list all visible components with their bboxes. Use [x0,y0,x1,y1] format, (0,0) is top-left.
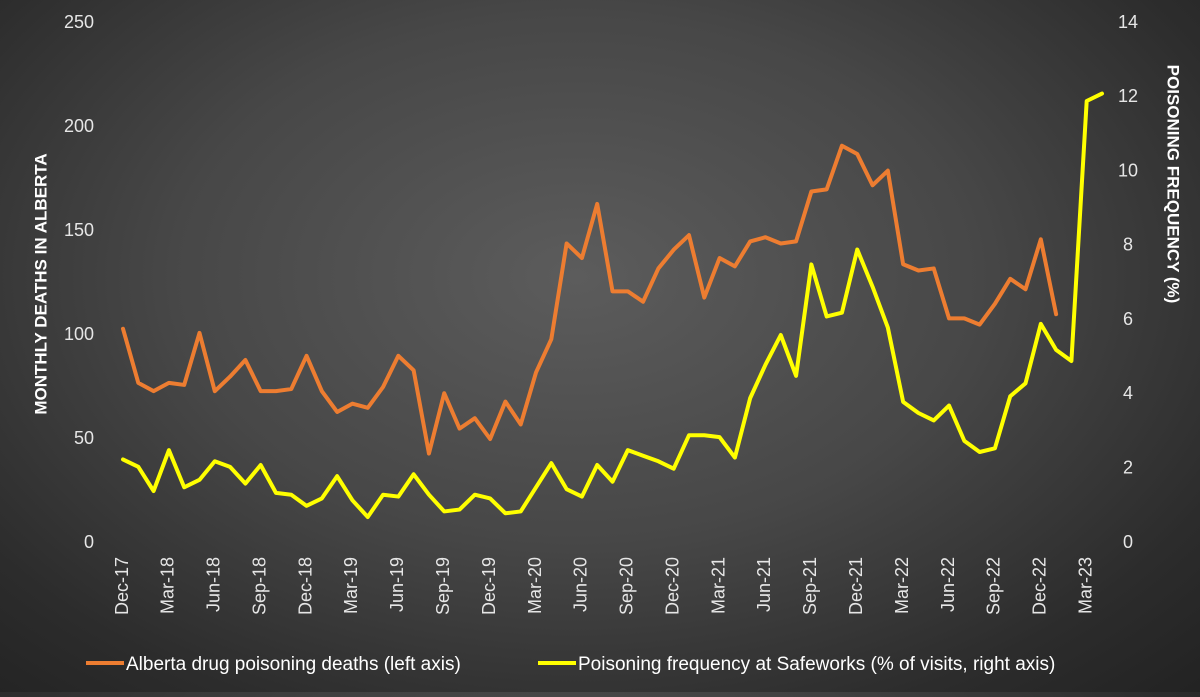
x-tick-label-1: Mar-18 [158,557,178,614]
left-axis-title: MONTHLY DEATHS IN ALBERTA [31,153,50,414]
x-tick-label-20: Dec-22 [1030,557,1050,615]
right-tick-label-0: 0 [1123,532,1133,552]
series-layer [121,91,1104,519]
series-line-frequency [121,91,1104,519]
right-axis-title: POISONING FREQUENCY (%) [1164,65,1183,304]
x-tick-label-0: Dec-17 [112,557,132,615]
x-tick-label-3: Sep-18 [249,557,269,615]
right-tick-label-6: 12 [1118,86,1138,106]
left-tick-label-2: 100 [64,324,94,344]
x-tick-label-2: Jun-18 [204,557,224,612]
x-tick-label-5: Mar-19 [341,557,361,614]
left-tick-label-5: 250 [64,12,94,32]
x-tick-label-4: Dec-18 [295,557,315,615]
x-tick-label-13: Mar-21 [708,557,728,614]
x-tick-label-6: Jun-19 [387,557,407,612]
x-tick-label-9: Mar-20 [525,557,545,614]
x-tick-label-14: Jun-21 [754,557,774,612]
legend: Alberta drug poisoning deaths (left axis… [86,654,1055,675]
x-tick-label-19: Sep-22 [984,557,1004,615]
series-line-deaths [121,143,1059,456]
right-tick-label-5: 10 [1118,160,1138,180]
x-tick-label-15: Sep-21 [800,557,820,615]
x-tick-label-11: Sep-20 [617,557,637,615]
x-tick-label-7: Sep-19 [433,557,453,615]
left-tick-label-3: 150 [64,220,94,240]
x-axis-ticks: Dec-17 Mar-18 Jun-18 Sep-18 Dec-18 Mar-19 Jun-… [112,557,1096,615]
right-tick-label-1: 2 [1123,457,1133,477]
x-tick-label-21: Mar-23 [1075,557,1095,614]
right-tick-label-3: 6 [1123,309,1133,329]
left-tick-label-0: 0 [84,532,94,552]
x-tick-label-10: Jun-20 [571,557,591,612]
legend-label-deaths: Alberta drug poisoning deaths (left axis… [126,654,461,675]
x-tick-label-12: Dec-20 [662,557,682,615]
right-tick-label-2: 4 [1123,383,1133,403]
left-tick-label-4: 200 [64,116,94,136]
left-axis-ticks: 0 50 100 150 200 250 [64,12,94,552]
left-tick-label-1: 50 [74,428,94,448]
right-tick-label-7: 14 [1118,12,1138,32]
x-tick-label-17: Mar-22 [892,557,912,614]
right-axis-ticks: 0 2 4 6 8 10 12 14 [1118,12,1138,552]
right-tick-label-4: 8 [1123,235,1133,255]
x-tick-label-18: Jun-22 [938,557,958,612]
x-tick-label-16: Dec-21 [846,557,866,615]
x-tick-label-8: Dec-19 [479,557,499,615]
legend-label-frequency: Poisoning frequency at Safeworks (% of v… [578,654,1055,675]
